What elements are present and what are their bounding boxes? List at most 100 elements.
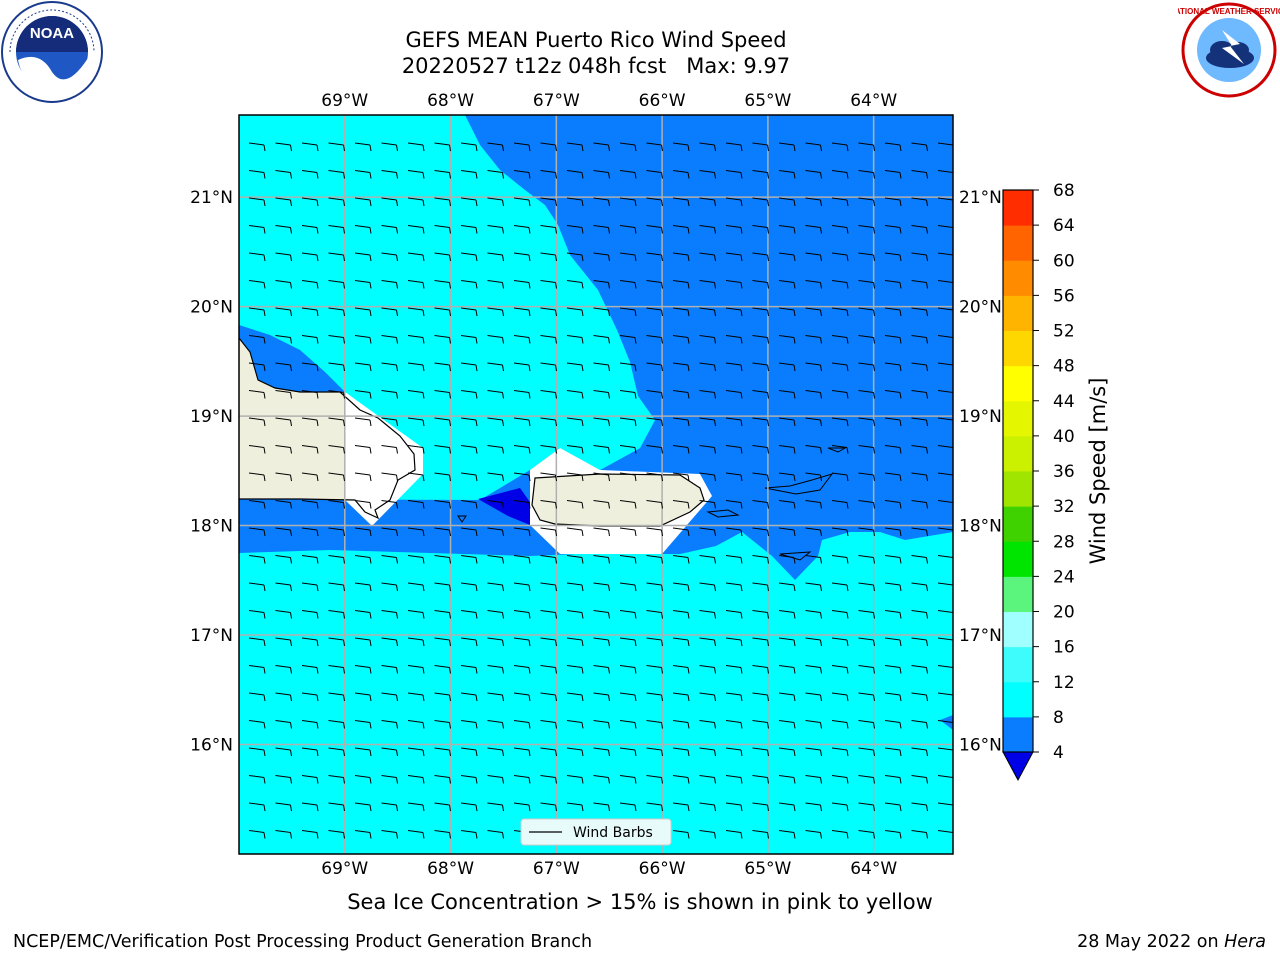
wind-barb bbox=[725, 307, 743, 317]
wind-barb bbox=[752, 197, 769, 207]
wind-barb bbox=[805, 802, 822, 812]
wind-barb bbox=[699, 335, 716, 344]
wind-barb bbox=[831, 472, 849, 482]
wind-barb bbox=[540, 390, 557, 399]
wind-barb bbox=[381, 637, 398, 647]
wind-barb bbox=[487, 280, 504, 289]
wind-barb bbox=[540, 747, 557, 757]
wind-barb bbox=[434, 417, 451, 427]
wind-barb bbox=[778, 197, 796, 207]
wind-barb bbox=[301, 692, 319, 702]
wind-barb bbox=[328, 445, 345, 454]
wind-barb bbox=[248, 390, 266, 399]
wind-barb bbox=[593, 280, 610, 289]
wind-barb bbox=[248, 500, 266, 509]
wind-barb bbox=[460, 637, 478, 647]
map-title: GEFS MEAN Puerto Rico Wind Speed bbox=[405, 28, 787, 52]
wind-barb bbox=[275, 445, 292, 454]
wind-barb bbox=[937, 610, 953, 616]
wind-barb bbox=[646, 390, 663, 399]
wind-barb bbox=[646, 775, 663, 784]
wind-barb bbox=[937, 170, 953, 176]
lat-label-left: 16°N bbox=[190, 736, 233, 756]
wind-barb bbox=[407, 830, 425, 839]
wind-barb bbox=[672, 252, 690, 262]
wind-barb bbox=[460, 555, 478, 564]
wind-barb bbox=[434, 747, 451, 757]
wind-barb bbox=[725, 390, 743, 399]
wind-barb bbox=[619, 775, 637, 784]
wind-barb bbox=[513, 445, 531, 454]
colorbar-tick-label: 56 bbox=[1053, 286, 1075, 306]
wind-barb bbox=[619, 637, 637, 647]
wind-barb bbox=[275, 362, 292, 372]
wind-barb bbox=[248, 225, 266, 234]
wind-barb bbox=[858, 802, 875, 812]
wind-barb bbox=[513, 720, 531, 729]
wind-barb bbox=[407, 582, 425, 592]
dark-blue-wind-region bbox=[478, 488, 532, 525]
wind-barb bbox=[752, 720, 769, 729]
wind-barb bbox=[248, 280, 266, 289]
wind-barb bbox=[805, 555, 822, 564]
wind-barb bbox=[513, 775, 531, 784]
colorbar-segment bbox=[1003, 471, 1033, 507]
wind-barb bbox=[593, 472, 610, 482]
wind-barb bbox=[831, 307, 849, 317]
wind-barb bbox=[778, 225, 796, 234]
wind-barb bbox=[619, 802, 637, 812]
wind-barb bbox=[778, 830, 796, 839]
wind-barb bbox=[566, 555, 584, 564]
wind-barb bbox=[248, 692, 266, 702]
colorbar-segment bbox=[1003, 400, 1033, 437]
wind-barb bbox=[460, 830, 478, 839]
wind-barb bbox=[725, 225, 743, 234]
wind-barb bbox=[805, 830, 822, 839]
wind-barb bbox=[646, 747, 663, 757]
wind-barb bbox=[566, 747, 584, 757]
wind-barb bbox=[911, 775, 928, 784]
wind-barb bbox=[778, 142, 796, 152]
wind-barb bbox=[513, 335, 531, 344]
wind-barb bbox=[487, 390, 504, 399]
wind-barb bbox=[725, 252, 743, 262]
wind-barb bbox=[752, 307, 769, 317]
wind-barb bbox=[699, 170, 716, 179]
wind-barb bbox=[487, 692, 504, 702]
wind-barb bbox=[354, 417, 372, 427]
wind-barb bbox=[381, 527, 398, 537]
wind-barb bbox=[513, 665, 531, 674]
wind-barb bbox=[619, 417, 637, 427]
wind-barb bbox=[513, 170, 531, 179]
wind-barb bbox=[487, 527, 504, 537]
wind-barb bbox=[672, 170, 690, 179]
wind-barb bbox=[884, 197, 902, 207]
wind-barb bbox=[513, 280, 531, 289]
wind-barb bbox=[328, 720, 345, 729]
wind-barb bbox=[301, 720, 319, 729]
wind-barb bbox=[434, 445, 451, 454]
colorbar-segment bbox=[1003, 681, 1033, 718]
footer-credit: NCEP/EMC/Verification Post Processing Pr… bbox=[13, 932, 593, 952]
wind-barb bbox=[301, 527, 319, 537]
wind-barb bbox=[487, 775, 504, 784]
wind-barb bbox=[301, 197, 319, 207]
wind-barb bbox=[646, 417, 663, 427]
footer-machine: Hera bbox=[1224, 932, 1266, 952]
wind-barb bbox=[805, 720, 822, 729]
wind-barb bbox=[381, 252, 398, 262]
colorbar-extend-arrow bbox=[1002, 751, 1034, 782]
wind-barb bbox=[513, 142, 531, 152]
wind-barb bbox=[725, 830, 743, 839]
wind-barb bbox=[275, 830, 292, 839]
wind-barb bbox=[487, 307, 504, 317]
wind-barb bbox=[752, 665, 769, 674]
wind-barb bbox=[301, 390, 319, 399]
wind-barb bbox=[646, 582, 663, 592]
wind-barb bbox=[831, 692, 849, 702]
wind-barb bbox=[858, 472, 875, 482]
wind-barb bbox=[937, 720, 953, 726]
wind-barb bbox=[434, 720, 451, 729]
wind-barb bbox=[831, 802, 849, 812]
wind-barb bbox=[778, 170, 796, 179]
